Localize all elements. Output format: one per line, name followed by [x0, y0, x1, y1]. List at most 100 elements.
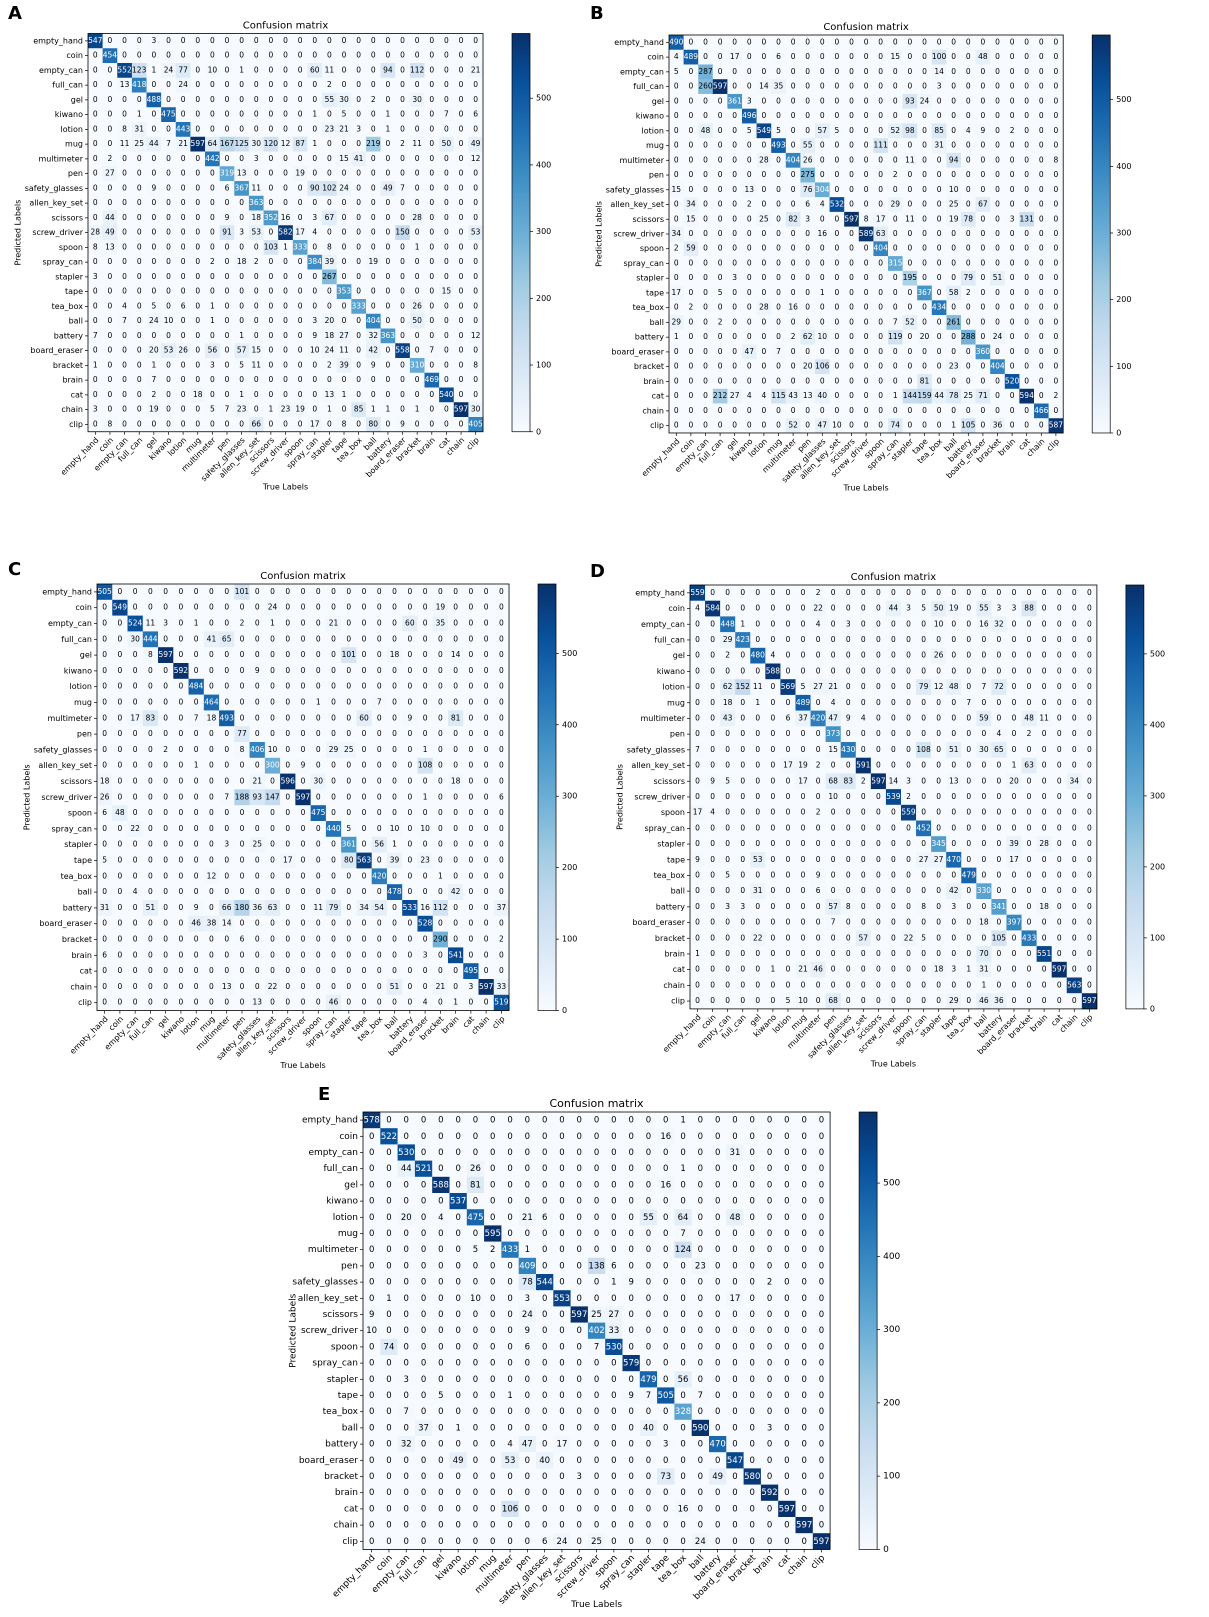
cell-value: 0	[166, 213, 171, 222]
cell-value: 0	[117, 619, 122, 628]
cell-value: 0	[298, 390, 303, 399]
cell-value: 0	[407, 603, 412, 612]
cell-value: 37	[497, 903, 507, 912]
cell-value: 597	[713, 82, 728, 91]
cell-value: 488	[147, 95, 162, 104]
cell-value: 0	[255, 982, 260, 991]
cell-value: 29	[672, 317, 682, 326]
cell-value: 32	[994, 619, 1004, 628]
cell-value: 0	[484, 903, 489, 912]
cell-value: 0	[415, 36, 420, 45]
cell-value: 0	[966, 362, 971, 371]
cell-value: 0	[356, 51, 361, 60]
y-tick-label: lotion	[61, 125, 83, 134]
cell-value: 0	[270, 935, 275, 944]
cell-value: 0	[133, 840, 138, 849]
cell-value: 0	[849, 82, 854, 91]
cell-value: 0	[163, 729, 168, 738]
cell-value: 0	[473, 36, 478, 45]
cell-value: 0	[194, 777, 199, 786]
cell-value: 0	[298, 124, 303, 133]
cell-value: 0	[791, 229, 796, 238]
y-tick-label: battery	[63, 903, 92, 912]
cell-value: 0	[137, 228, 142, 237]
cell-value: 0	[285, 666, 290, 675]
cell-value: 25	[964, 391, 974, 400]
cell-value: 64	[208, 139, 218, 148]
cell-value: 0	[283, 124, 288, 133]
cell-value: 0	[283, 80, 288, 89]
cell-value: 0	[239, 375, 244, 384]
cell-value: 0	[791, 185, 796, 194]
cell-value: 0	[316, 761, 321, 770]
cell-value: 0	[122, 287, 127, 296]
cell-value: 0	[1010, 170, 1015, 179]
cell-value: 0	[270, 871, 275, 880]
cell-value: 0	[468, 792, 473, 801]
cell-value: 0	[283, 331, 288, 340]
cell-value: 49	[383, 183, 393, 192]
cell-value: 0	[346, 761, 351, 770]
y-tick-label: battery	[54, 331, 83, 340]
cell-value: 0	[362, 950, 367, 959]
cell-value: 0	[922, 258, 927, 267]
cell-value: 5	[921, 604, 926, 613]
cell-value: 0	[995, 258, 1000, 267]
cell-value: 0	[166, 257, 171, 266]
cell-value: 0	[148, 761, 153, 770]
cell-value: 0	[805, 258, 810, 267]
cell-value: 13	[237, 169, 247, 178]
cell-value: 1	[392, 840, 397, 849]
cell-value: 0	[878, 126, 883, 135]
cell-value: 0	[922, 229, 927, 238]
cell-value: 0	[908, 347, 913, 356]
cell-value: 0	[1010, 362, 1015, 371]
cell-value: 0	[1054, 244, 1059, 253]
cell-value: 0	[770, 635, 775, 644]
cell-value: 0	[893, 67, 898, 76]
cell-value: 0	[392, 619, 397, 628]
cell-value: 423	[736, 635, 751, 644]
cell-value: 0	[981, 170, 986, 179]
cell-value: 10	[310, 346, 320, 355]
cell-value: 0	[473, 390, 478, 399]
cell-value: 0	[453, 792, 458, 801]
cell-value: 0	[331, 982, 336, 991]
cell-value: 0	[331, 729, 336, 738]
cell-value: 0	[377, 587, 382, 596]
cell-value: 0	[362, 634, 367, 643]
cell-value: 12	[471, 154, 481, 163]
cell-value: 0	[255, 871, 260, 880]
cell-value: 0	[459, 198, 464, 207]
cell-value: 0	[400, 390, 405, 399]
cell-value: 0	[117, 761, 122, 770]
chart-title: Confusion matrix	[823, 22, 909, 33]
cell-value: 0	[400, 287, 405, 296]
cell-value: 0	[695, 651, 700, 660]
cell-value: 0	[849, 421, 854, 430]
cell-value: 0	[137, 346, 142, 355]
cell-value: 0	[718, 37, 723, 46]
cell-value: 3	[93, 272, 98, 281]
cell-value: 0	[674, 200, 679, 209]
cell-value: 0	[878, 52, 883, 61]
cell-value: 0	[966, 141, 971, 150]
cell-value: 0	[755, 604, 760, 613]
cell-value: 0	[93, 124, 98, 133]
cell-value: 0	[298, 154, 303, 163]
cell-value: 0	[718, 421, 723, 430]
cell-value: 0	[224, 729, 229, 738]
cell-value: 0	[270, 682, 275, 691]
cell-value: 0	[362, 761, 367, 770]
cell-value: 0	[966, 635, 971, 644]
cell-value: 0	[921, 588, 926, 597]
cell-value: 0	[1012, 635, 1017, 644]
cell-value: 0	[268, 287, 273, 296]
cell-value: 0	[254, 405, 259, 414]
cell-value: 195	[903, 273, 918, 282]
cell-value: 0	[166, 154, 171, 163]
cell-value: 0	[484, 682, 489, 691]
cell-value: 363	[381, 331, 396, 340]
cell-value: 0	[254, 316, 259, 325]
cell-value: 0	[285, 619, 290, 628]
